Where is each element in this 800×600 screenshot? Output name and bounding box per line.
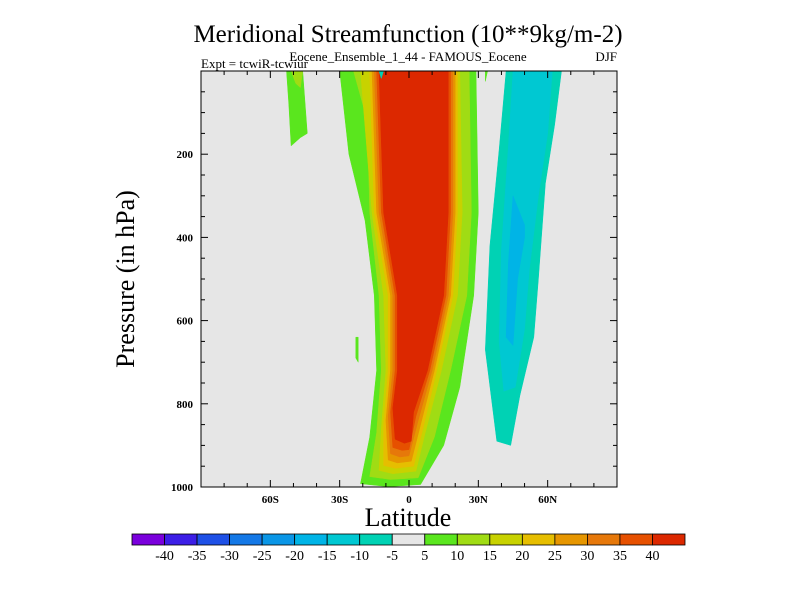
y-tick-label: 800: [177, 399, 194, 411]
colorbar-swatch: [652, 533, 686, 546]
x-axis-label: Latitude: [365, 503, 452, 532]
colorbar-swatch: [619, 533, 653, 546]
colorbar-swatch: [164, 533, 198, 546]
y-tick-label: 400: [177, 232, 194, 244]
colorbar-label: 35: [613, 549, 627, 564]
y-axis-label: Pressure (in hPa): [111, 190, 140, 368]
colorbar-swatch: [489, 533, 523, 546]
colorbar-swatch: [326, 533, 361, 546]
x-tick-label: 60N: [538, 494, 557, 506]
colorbar-label: 10: [450, 549, 464, 564]
contour-fill-layer: [286, 70, 562, 487]
y-tick-label: 200: [177, 149, 194, 161]
axis-ticks: 60S 30S 0 30N 60N 200 400 600 800 1000: [171, 70, 618, 506]
colorbar-label: -35: [188, 549, 207, 564]
season-label: DJF: [595, 49, 617, 64]
colorbar-label: -30: [220, 549, 239, 564]
x-tick-label: 0: [406, 494, 412, 506]
colorbar-label: -15: [318, 549, 337, 564]
colorbar-swatch: [261, 533, 296, 546]
colorbar-label: -10: [350, 549, 369, 564]
colorbar-swatch: [587, 533, 621, 546]
colorbar-swatch: [456, 533, 491, 546]
chart-title: Meridional Streamfunction (10**9kg/m-2): [193, 21, 622, 48]
colorbar-swatch: [131, 533, 165, 546]
x-tick-label: 30N: [469, 494, 488, 506]
x-tick-label: 30S: [331, 494, 348, 506]
y-tick-label: 1000: [171, 482, 194, 494]
x-tick-label: 60S: [262, 494, 279, 506]
colorbar-label: 30: [580, 549, 594, 564]
colorbar-label: 15: [483, 549, 497, 564]
colorbar-swatch: [554, 533, 588, 546]
chart-subtitle: Eocene_Ensemble_1_44 - FAMOUS_Eocene: [289, 49, 527, 64]
colorbar-label: 25: [548, 549, 562, 564]
colorbar: -40 -35 -30 -25 -20 -15 -10 -5 5 10 15 20 25 30 35 40: [131, 533, 686, 564]
colorbar-label: 5: [421, 549, 428, 564]
expt-label: Expt = tcwiR-tcwiur: [201, 56, 309, 71]
contour-region: [378, 70, 449, 444]
colorbar-label: -40: [155, 549, 174, 564]
contour-region: [355, 336, 359, 364]
contour-region: [505, 195, 525, 347]
colorbar-swatch: [359, 533, 393, 546]
colorbar-label: -5: [386, 549, 398, 564]
colorbar-swatch: [391, 533, 426, 546]
colorbar-label: -25: [253, 549, 272, 564]
colorbar-swatch: [196, 533, 230, 546]
colorbar-swatch: [294, 533, 328, 546]
y-tick-label: 600: [177, 316, 194, 328]
colorbar-swatch: [521, 533, 556, 546]
colorbar-label: -20: [285, 549, 304, 564]
colorbar-swatch: [424, 533, 458, 546]
colorbar-label: 20: [515, 549, 529, 564]
colorbar-label: 40: [645, 549, 659, 564]
colorbar-swatch: [229, 533, 263, 546]
